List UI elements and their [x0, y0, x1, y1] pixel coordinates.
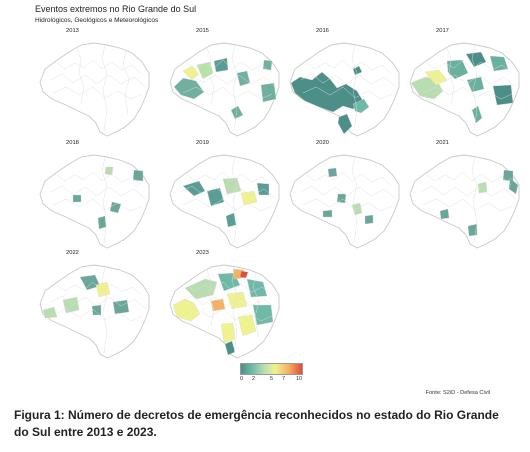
rs-map — [409, 154, 520, 249]
rs-map — [39, 42, 150, 137]
map-panel-2022: 2022 — [35, 250, 160, 359]
rs-map — [39, 154, 150, 249]
legend-tick-10: 10 — [296, 376, 303, 382]
map-panel-year: 2017 — [436, 28, 449, 34]
map-panel-year: 2023 — [196, 250, 209, 256]
rs-map — [289, 42, 400, 137]
legend-tick-0: 0 — [240, 376, 244, 382]
map-panel-2019: 2019 — [165, 140, 290, 249]
rs-map — [169, 42, 280, 137]
rs-map — [289, 154, 400, 249]
rs-map — [169, 154, 280, 249]
map-panel-year: 2022 — [66, 250, 79, 256]
map-panel-2015: 2015 — [165, 28, 290, 137]
color-legend: 0 2 5 7 10 — [240, 363, 330, 393]
legend-tick-2: 2 — [252, 376, 256, 382]
source-note: Fonte: S2iD - Defesa Civil — [425, 390, 490, 396]
rs-map — [39, 264, 150, 359]
map-panel-year: 2013 — [66, 28, 79, 34]
map-panel-year: 2018 — [66, 140, 79, 146]
map-panel-year: 2019 — [196, 140, 209, 146]
rs-map — [169, 264, 280, 359]
map-panel-2013: 2013 — [35, 28, 160, 137]
legend-tick-5: 5 — [270, 376, 274, 382]
map-panel-2021: 2021 — [405, 140, 530, 249]
map-panel-year: 2015 — [196, 28, 209, 34]
map-panel-year: 2020 — [316, 140, 329, 146]
map-panel-year: 2021 — [436, 140, 449, 146]
rs-map — [409, 42, 520, 137]
map-panel-2017: 2017 — [405, 28, 530, 137]
map-panel-2023: 2023 — [165, 250, 290, 359]
legend-tick-7: 7 — [282, 376, 286, 382]
map-panel-year: 2016 — [316, 28, 329, 34]
figure-subtitle: Hidrológicos, Geológicos e Meteorológico… — [35, 17, 159, 24]
legend-gradient — [240, 363, 303, 375]
figure-title: Eventos extremos no Rio Grande do Sul — [35, 4, 197, 14]
map-panel-2018: 2018 — [35, 140, 160, 249]
map-panel-2020: 2020 — [285, 140, 410, 249]
map-panel-2016: 2016 — [285, 28, 410, 137]
figure-caption: Figura 1: Número de decretos de emergênc… — [14, 408, 499, 439]
